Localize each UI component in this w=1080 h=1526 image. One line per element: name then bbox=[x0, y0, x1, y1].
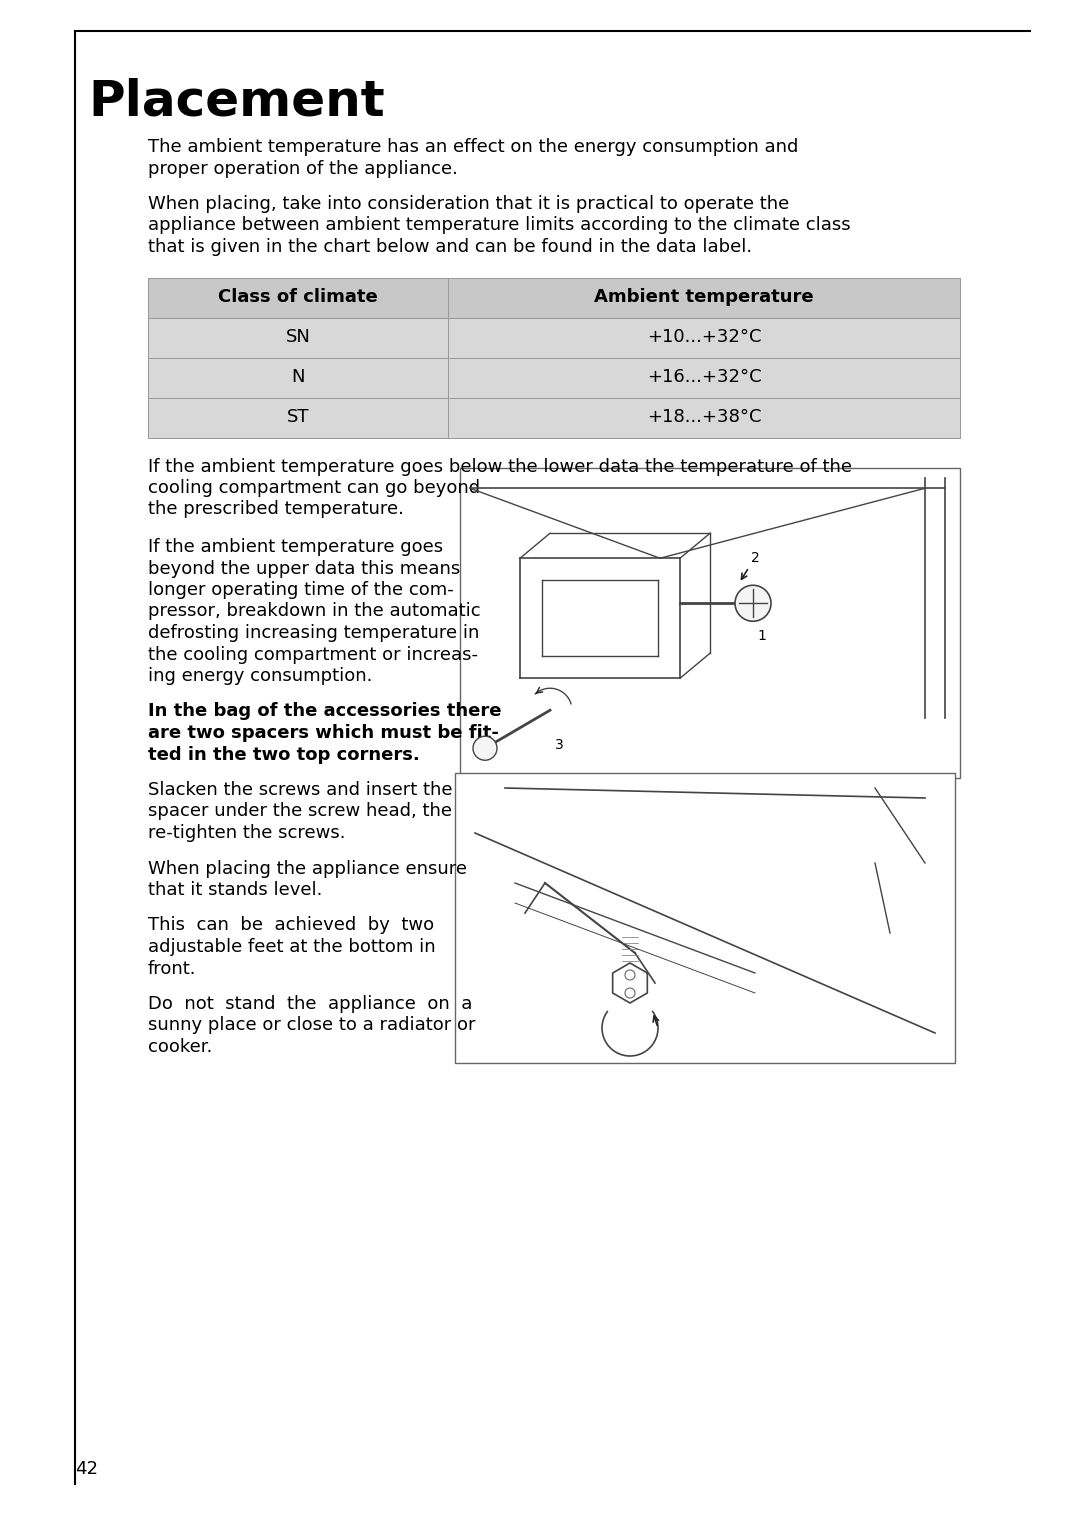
Text: Placement: Placement bbox=[87, 78, 384, 127]
Text: longer operating time of the com-: longer operating time of the com- bbox=[148, 581, 454, 600]
Text: cooling compartment can go beyond: cooling compartment can go beyond bbox=[148, 479, 481, 497]
Text: Do  not  stand  the  appliance  on  a: Do not stand the appliance on a bbox=[148, 995, 472, 1013]
Text: spacer under the screw head, the: spacer under the screw head, the bbox=[148, 803, 453, 821]
Text: adjustable feet at the bottom in: adjustable feet at the bottom in bbox=[148, 938, 435, 955]
Text: ST: ST bbox=[287, 409, 309, 426]
Text: defrosting increasing temperature in: defrosting increasing temperature in bbox=[148, 624, 480, 642]
Text: If the ambient temperature goes below the lower data the temperature of the: If the ambient temperature goes below th… bbox=[148, 458, 852, 476]
Text: sunny place or close to a radiator or: sunny place or close to a radiator or bbox=[148, 1016, 475, 1035]
Text: the prescribed temperature.: the prescribed temperature. bbox=[148, 501, 404, 519]
Text: When placing, take into consideration that it is practical to operate the: When placing, take into consideration th… bbox=[148, 195, 789, 214]
Bar bbox=[148, 397, 960, 438]
Text: front.: front. bbox=[148, 960, 197, 978]
Text: appliance between ambient temperature limits according to the climate class: appliance between ambient temperature li… bbox=[148, 217, 851, 235]
Circle shape bbox=[735, 586, 771, 621]
Text: 42: 42 bbox=[75, 1460, 98, 1479]
Bar bbox=[148, 317, 960, 357]
Text: This  can  be  achieved  by  two: This can be achieved by two bbox=[148, 917, 434, 934]
Text: 2: 2 bbox=[751, 551, 759, 565]
Circle shape bbox=[473, 736, 497, 760]
Text: SN: SN bbox=[285, 328, 310, 346]
Text: When placing the appliance ensure: When placing the appliance ensure bbox=[148, 859, 467, 877]
Text: cooker.: cooker. bbox=[148, 1038, 213, 1056]
Text: re-tighten the screws.: re-tighten the screws. bbox=[148, 824, 346, 842]
Bar bbox=[148, 278, 960, 317]
Text: that it stands level.: that it stands level. bbox=[148, 881, 322, 899]
Text: beyond the upper data this means: beyond the upper data this means bbox=[148, 560, 460, 577]
Text: In the bag of the accessories there: In the bag of the accessories there bbox=[148, 702, 501, 720]
Text: The ambient temperature has an effect on the energy consumption and: The ambient temperature has an effect on… bbox=[148, 137, 798, 156]
Text: are two spacers which must be fit-: are two spacers which must be fit- bbox=[148, 723, 499, 742]
Text: +16...+32°C: +16...+32°C bbox=[647, 368, 761, 386]
Text: ing energy consumption.: ing energy consumption. bbox=[148, 667, 373, 685]
Text: +18...+38°C: +18...+38°C bbox=[647, 409, 761, 426]
Text: If the ambient temperature goes: If the ambient temperature goes bbox=[148, 539, 443, 555]
Text: the cooling compartment or increas-: the cooling compartment or increas- bbox=[148, 645, 478, 664]
Text: +10...+32°C: +10...+32°C bbox=[647, 328, 761, 346]
Text: that is given in the chart below and can be found in the data label.: that is given in the chart below and can… bbox=[148, 238, 752, 256]
Text: ted in the two top corners.: ted in the two top corners. bbox=[148, 746, 420, 763]
Text: proper operation of the appliance.: proper operation of the appliance. bbox=[148, 160, 458, 177]
Bar bbox=[148, 278, 960, 438]
Text: N: N bbox=[292, 368, 305, 386]
Bar bbox=[460, 468, 960, 778]
Text: 1: 1 bbox=[757, 629, 766, 644]
Text: pressor, breakdown in the automatic: pressor, breakdown in the automatic bbox=[148, 603, 481, 621]
Bar bbox=[148, 357, 960, 397]
Text: Ambient temperature: Ambient temperature bbox=[594, 288, 814, 307]
Text: Slacken the screws and insert the: Slacken the screws and insert the bbox=[148, 781, 453, 800]
Text: Class of climate: Class of climate bbox=[218, 288, 378, 307]
Text: 3: 3 bbox=[555, 739, 564, 752]
Bar bbox=[455, 774, 955, 1064]
